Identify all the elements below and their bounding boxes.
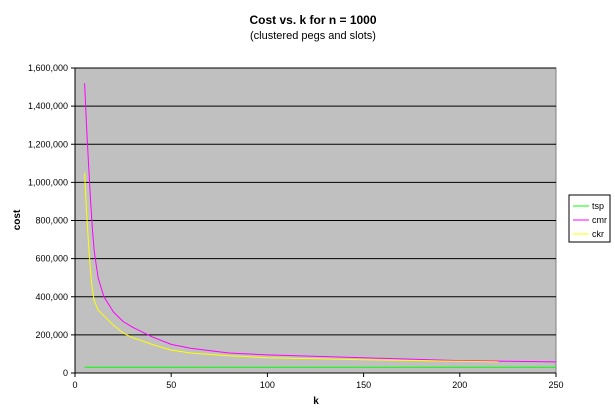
x-axis-label: k <box>313 396 319 407</box>
legend: tsp cmr ckr <box>568 194 611 243</box>
legend-label-cmr: cmr <box>592 215 607 225</box>
y-tick-label: 0 <box>63 368 68 378</box>
x-tick-label: 0 <box>72 380 77 390</box>
chart-subtitle: (clustered pegs and slots) <box>250 30 376 42</box>
y-tick-label: 1,600,000 <box>28 63 68 73</box>
x-tick-label: 150 <box>356 380 371 390</box>
chart-title: Cost vs. k for n = 1000 <box>249 13 376 27</box>
x-tick-label: 200 <box>452 380 467 390</box>
series-line-cmr <box>84 83 557 363</box>
legend-label-ckr: ckr <box>592 229 604 239</box>
x-tick-label: 100 <box>260 380 275 390</box>
axes <box>71 67 557 377</box>
series-line-ckr <box>84 172 499 363</box>
series-group <box>84 83 557 368</box>
x-tick-labels: 0 50 100 150 200 250 <box>72 380 563 390</box>
x-tick-label: 50 <box>166 380 176 390</box>
y-tick-label: 1,400,000 <box>28 101 68 111</box>
y-axis-label: cost <box>12 209 23 230</box>
legend-label-tsp: tsp <box>592 201 604 211</box>
y-tick-label: 400,000 <box>35 292 68 302</box>
y-tick-label: 200,000 <box>35 330 68 340</box>
y-tick-labels: 0 200,000 400,000 600,000 800,000 1,000,000 1,… <box>28 63 68 378</box>
y-tick-label: 800,000 <box>35 216 68 226</box>
gridlines <box>75 67 556 336</box>
y-tick-label: 600,000 <box>35 254 68 264</box>
y-tick-label: 1,000,000 <box>28 177 68 187</box>
y-tick-label: 1,200,000 <box>28 139 68 149</box>
x-tick-label: 250 <box>548 380 563 390</box>
